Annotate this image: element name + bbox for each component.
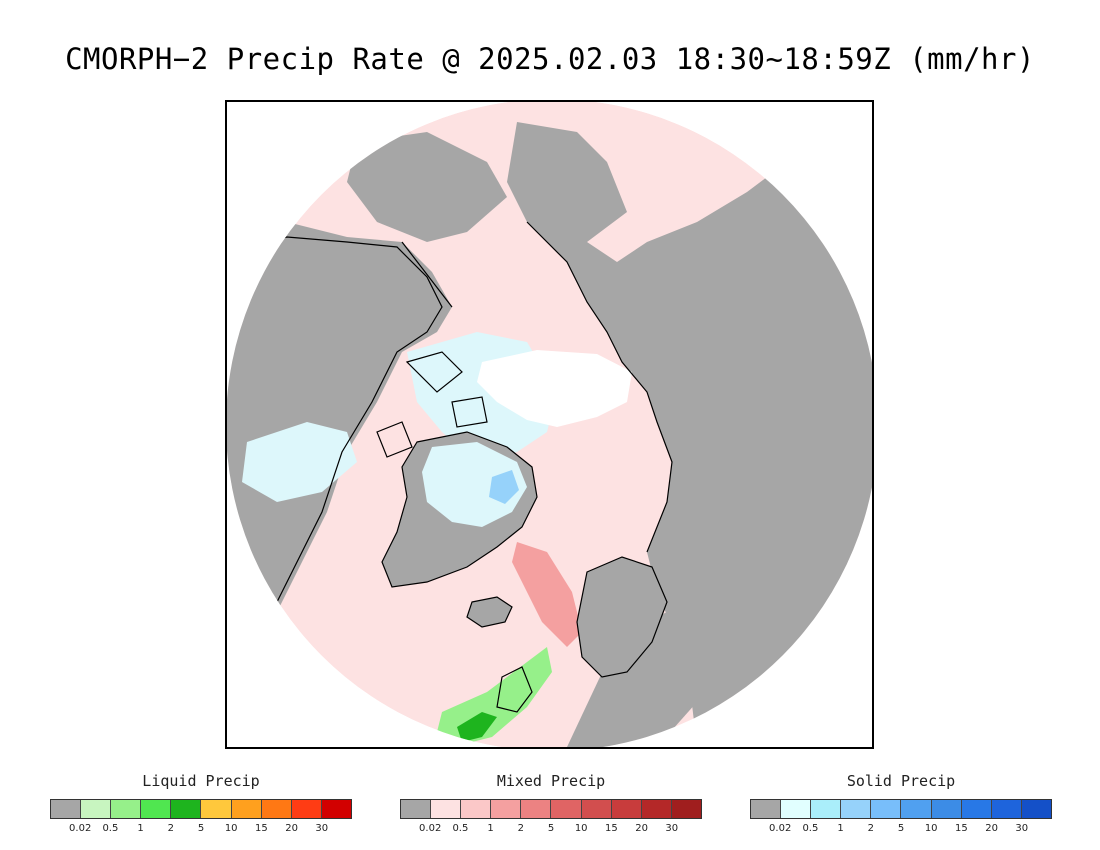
legend-swatch [171,800,202,818]
iceland-coast [466,596,513,628]
siberia [507,122,872,747]
legend-tick-label: 1 [837,823,844,834]
solid-precip-hudson [242,422,357,502]
legend-swatch [81,800,112,818]
legend-title: Solid Precip [846,772,956,790]
siberia-coast [526,221,673,553]
arctic-ocean-clear-core [477,350,632,427]
legend-swatch [751,800,782,818]
chart-title: CMORPH−2 Precip Rate @ 2025.02.03 18:30~… [65,42,1035,76]
legend-swatch [781,800,812,818]
legend-swatch [231,800,262,818]
alaska-canada-border [401,241,453,308]
legend-tick-label: 10 [224,823,238,834]
legend-ticks: 0.02 0.5 1 2 5 10 15 20 30 [400,823,702,837]
legend-swatch [261,800,292,818]
legend-swatch [551,800,582,818]
legend-tick-label: 15 [605,823,618,834]
legend-swatch [991,800,1022,818]
legend-swatch [321,800,351,818]
legend-swatch [401,800,432,818]
legend-mixed: Mixed Precip 0.02 0.5 1 2 5 10 15 20 30 [400,772,702,842]
legend-swatch [111,800,142,818]
alaska [347,132,507,242]
legend-ticks: 0.02 0.5 1 2 5 10 15 20 30 [750,823,1052,837]
legend-swatch [491,800,522,818]
legend-tick-label: 5 [897,823,905,834]
legend-title: Liquid Precip [142,772,260,790]
legend-tick-label: 2 [867,823,874,834]
legend-tick-label: 30 [665,823,679,834]
legend-swatch [431,800,462,818]
legend-swatch [641,800,672,818]
legend-tick-label: 0.02 [769,823,792,834]
scandinavia-coast [576,556,668,678]
greenland-coast [381,431,538,588]
legend-tick-label: 2 [167,823,174,834]
legend-tick-label: 5 [547,823,555,834]
liquid-core [457,712,497,742]
legend-ticks: 0.02 0.5 1 2 5 10 15 20 30 [50,823,352,837]
legend-tick-label: 20 [635,823,648,834]
greenland-snow-core [489,470,519,504]
legend-tick-label: 20 [285,823,298,834]
scandinavia [577,557,667,677]
legend-swatch [961,800,992,818]
legend-swatch [611,800,642,818]
legend-swatch [201,800,232,818]
legend-solid: Solid Precip 0.02 0.5 1 2 5 10 15 20 30 [750,772,1052,842]
legend-colorbar [750,799,1052,819]
greenland-solid-precip [422,442,527,527]
legend-tick-label: 20 [985,823,998,834]
legend-liquid: Liquid Precip 0.02 0.5 1 2 5 10 15 20 30 [50,772,352,842]
legend-tick-label: 0.5 [452,823,469,834]
legend-colorbar [400,799,702,819]
legend-tick-label: 0.02 [69,823,92,834]
legend-swatch [581,800,612,818]
north-america-coast [227,236,443,663]
map-frame [225,100,874,749]
legend-swatch [291,800,322,818]
legend-tick-label: 0.5 [102,823,119,834]
legend-swatch [461,800,492,818]
legend-tick-label: 30 [1015,823,1029,834]
legend-swatch [1021,800,1051,818]
legend-colorbar [50,799,352,819]
legend-swatch [671,800,701,818]
atlantic-mixed-band [512,542,582,647]
legend-tick-label: 5 [197,823,205,834]
legend-swatch [871,800,902,818]
legend-swatch [141,800,172,818]
europe [567,602,707,747]
legend-tick-label: 0.5 [802,823,819,834]
legend-swatch [51,800,82,818]
polar-map [227,102,872,747]
legend-tick-label: 10 [574,823,588,834]
iceland [467,597,512,627]
legend-tick-label: 2 [517,823,524,834]
legend-tick-label: 15 [255,823,268,834]
legend-title: Mixed Precip [496,772,606,790]
legend-tick-label: 1 [487,823,494,834]
legend-tick-label: 30 [315,823,329,834]
legend-swatch [811,800,842,818]
legend-swatch [931,800,962,818]
archipelago-coast [376,351,488,458]
legend-swatch [841,800,872,818]
legend-swatch [521,800,552,818]
legend-tick-label: 0.02 [419,823,442,834]
legend-tick-label: 1 [137,823,144,834]
legend-swatch [901,800,932,818]
british-isles [496,666,533,713]
legend-tick-label: 15 [955,823,968,834]
legend-tick-label: 10 [924,823,938,834]
